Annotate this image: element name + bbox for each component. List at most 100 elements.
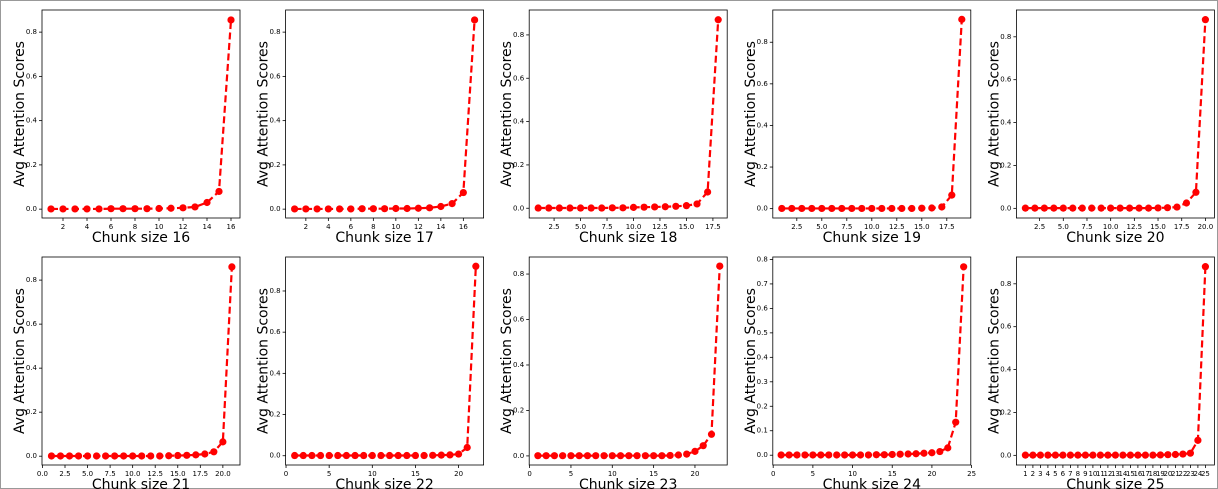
marker	[308, 451, 316, 460]
marker	[788, 204, 796, 213]
marker	[1031, 204, 1039, 212]
marker	[587, 204, 595, 212]
x-tick-label: 4	[326, 223, 331, 231]
marker	[650, 452, 658, 460]
marker	[138, 452, 146, 460]
marker	[798, 204, 806, 213]
marker	[534, 204, 542, 212]
x-tick-label: 23	[1186, 470, 1195, 478]
y-tick-label: 0.0	[26, 452, 37, 460]
subplot: 0.0 0.2 0.4 0.6 0.8 2.5 5.0 7.5 10.0 12.5 15.0 17.5…	[499, 9, 728, 246]
y-tick-label: 0.4	[269, 369, 281, 377]
y-tick-label: 0.6	[269, 72, 281, 80]
x-tick-label: 15.0	[679, 223, 695, 231]
marker	[426, 204, 434, 212]
y-tick-label: 0.6	[1000, 76, 1012, 84]
y-tick-label: 0.8	[513, 31, 524, 39]
x-tick-label: 0	[771, 470, 775, 478]
marker	[888, 204, 896, 213]
y-tick-label: 0.8	[1000, 33, 1011, 41]
marker	[47, 452, 56, 460]
marker	[1149, 451, 1157, 459]
y-tick-label: 0.8	[757, 38, 768, 46]
marker	[809, 451, 817, 459]
marker	[777, 451, 785, 459]
y-tick-label: 0.4	[1000, 366, 1012, 374]
marker	[693, 200, 701, 208]
x-tick-label: 25	[967, 470, 976, 478]
marker	[1194, 436, 1202, 444]
x-tick-label: 20	[1163, 470, 1172, 478]
x-tick-label: 2.5	[791, 223, 802, 231]
x-tick-label: 20	[454, 470, 463, 478]
marker	[1097, 204, 1105, 212]
marker	[896, 450, 904, 458]
marker	[898, 204, 906, 213]
y-tick-label: 0.4	[757, 121, 769, 129]
marker	[192, 451, 200, 459]
marker	[1134, 451, 1142, 459]
marker	[640, 203, 648, 211]
x-tick-label: 20.0	[215, 470, 231, 478]
marker	[191, 203, 199, 211]
marker	[633, 452, 641, 460]
marker	[74, 452, 83, 460]
marker	[1111, 451, 1119, 459]
x-tick-label: 15	[649, 470, 658, 478]
marker	[1173, 203, 1181, 211]
x-tick-label: 16	[459, 223, 468, 231]
marker	[661, 203, 669, 211]
x-tick-label: 7.5	[601, 223, 612, 231]
marker	[1059, 204, 1067, 212]
marker	[454, 450, 463, 458]
x-tick-label: 5.0	[816, 223, 827, 231]
y-tick-label: 0.2	[269, 411, 280, 419]
marker	[403, 204, 411, 213]
x-tick-label: 25	[1201, 470, 1210, 478]
marker	[1059, 451, 1067, 459]
marker	[165, 452, 173, 460]
marker	[147, 452, 155, 460]
x-tick-label: 17.5	[705, 223, 721, 231]
y-axis-label: Avg Attention Scores	[499, 41, 515, 187]
subplot: 0.0 0.1 0.2 0.3 0.4 0.5 0.6 0.7 0.8 0 5 10 15 20 25 Chu…	[743, 255, 976, 489]
marker	[928, 449, 936, 457]
marker	[658, 452, 666, 460]
marker	[183, 451, 191, 459]
marker	[381, 205, 389, 213]
y-axis-label: Avg Attention Scores	[12, 41, 28, 187]
marker	[471, 16, 479, 24]
marker	[699, 442, 707, 450]
marker	[411, 451, 420, 460]
marker	[299, 451, 307, 460]
marker	[156, 452, 164, 460]
marker	[1078, 204, 1086, 212]
y-tick-label: 0.8	[26, 276, 37, 284]
marker	[545, 204, 553, 212]
marker	[179, 204, 187, 212]
y-tick-label: 0.3	[757, 378, 768, 386]
line	[51, 19, 233, 211]
marker	[414, 204, 422, 212]
marker	[625, 452, 633, 460]
marker	[674, 451, 683, 459]
y-tick-label: 0.6	[513, 316, 525, 324]
marker	[324, 205, 332, 213]
y-axis-label: Avg Attention Scores	[12, 288, 28, 434]
y-axis-label: Avg Attention Scores	[256, 41, 272, 187]
x-tick-label: 12	[1103, 470, 1112, 478]
x-tick-label: 15	[888, 470, 897, 478]
x-tick-label: 15	[411, 470, 420, 478]
x-tick-label: 2	[1031, 470, 1035, 478]
marker	[1201, 263, 1209, 271]
x-axis-label: Chunk size 22	[335, 477, 433, 489]
marker	[111, 452, 119, 460]
marker	[1089, 451, 1097, 459]
y-tick-label: 0.0	[1000, 204, 1011, 212]
x-tick-label: 9	[1083, 470, 1087, 478]
marker	[908, 204, 916, 213]
x-tick-label: 6	[109, 223, 114, 231]
plot-area	[41, 9, 241, 219]
marker	[358, 205, 366, 213]
marker	[360, 451, 368, 460]
